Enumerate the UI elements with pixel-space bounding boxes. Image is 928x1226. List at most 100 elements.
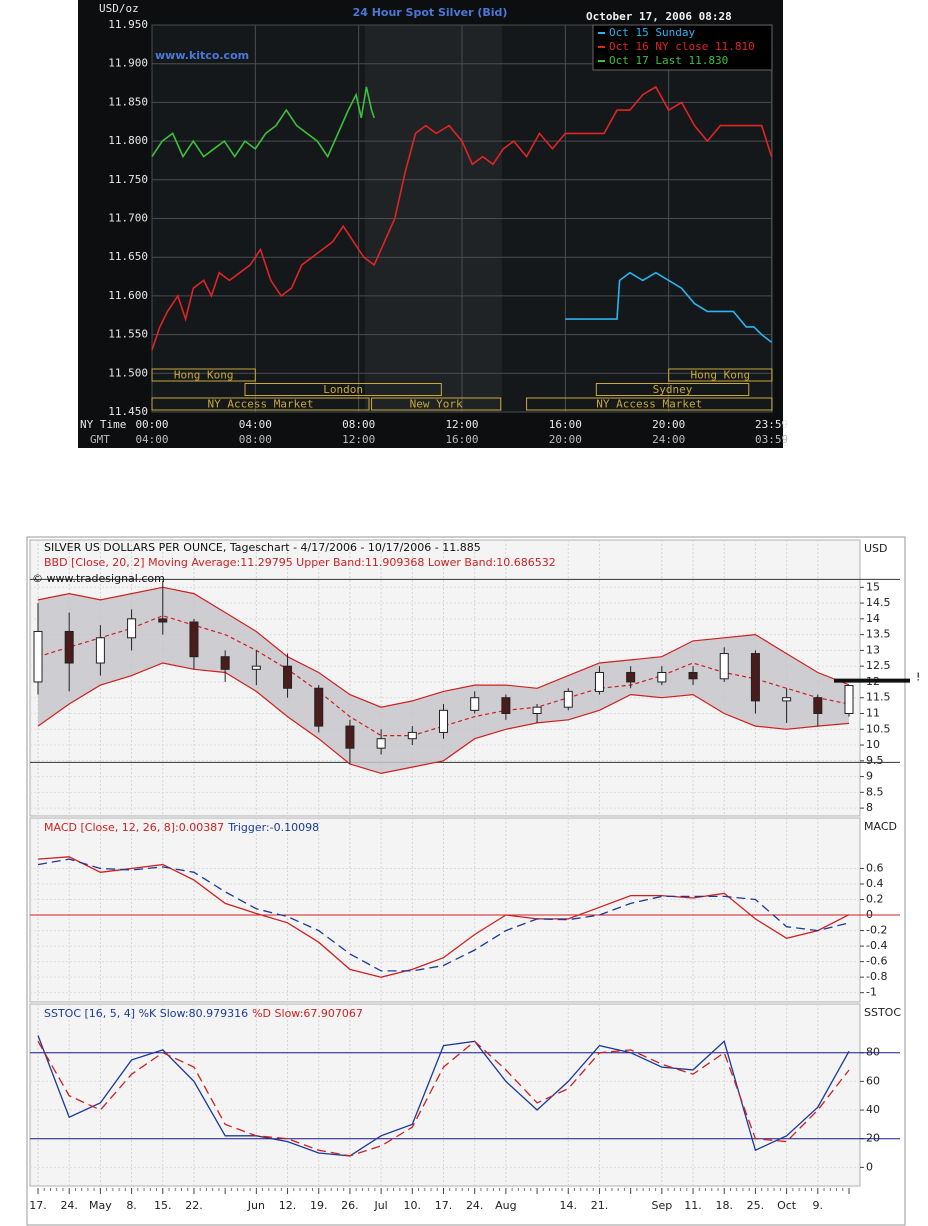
x-tick-label: 21. [591, 1199, 609, 1212]
y-tick-label: 8.5 [866, 785, 884, 798]
x-tick-label: 12. [279, 1199, 297, 1212]
band-lower [37, 662, 850, 775]
y-tick-label: 11.450 [108, 405, 148, 418]
y-tick-label: -0.8 [866, 970, 887, 983]
x2-tick-label: 08:00 [239, 433, 272, 446]
x-tick-label: 9. [813, 1199, 824, 1212]
band-upper [37, 586, 850, 708]
y-axis-label: USD/oz [99, 2, 139, 15]
candle-body [345, 725, 355, 749]
candle-body [594, 671, 604, 692]
candle-body [33, 630, 43, 683]
x2-tick-label: 24:00 [652, 433, 685, 446]
x-tick-label: 19. [310, 1199, 328, 1212]
x-tick-label: 25. [747, 1199, 765, 1212]
y-tick-label: 9 [866, 770, 873, 783]
session-box [151, 368, 256, 382]
x-tick-label: Oct [777, 1199, 797, 1212]
session-box [668, 368, 773, 382]
candle-body [189, 621, 199, 658]
candle-body [251, 665, 261, 670]
band-middle [37, 615, 850, 737]
session-box [244, 383, 442, 396]
legend-label: Oct 16 NY close 11.810 [609, 40, 755, 53]
y-tick-label: 11.5 [866, 691, 891, 704]
y-tick-label: 0 [866, 1160, 873, 1173]
y-tick-label: -0.4 [866, 939, 887, 952]
y-tick-label: 9.5 [866, 754, 884, 767]
session-label: Sydney [653, 383, 693, 396]
session-label: Hong Kong [174, 369, 234, 382]
price-line [565, 271, 772, 343]
candle-body [501, 697, 511, 714]
y-tick-label: 11.600 [108, 289, 148, 302]
legend-label: Trigger:-0.10098 [227, 821, 319, 834]
y-tick-label: 8 [866, 801, 873, 814]
candle-body [158, 618, 168, 623]
timestamp: October 17, 2006 08:28 [586, 10, 732, 23]
y-tick-label: 0.6 [866, 861, 884, 874]
x-tick-label: 16:00 [549, 418, 582, 431]
x-tick-label: 08:00 [342, 418, 375, 431]
candle-body [127, 618, 137, 639]
y-tick-label: 11.700 [108, 212, 148, 225]
session-label: NY Access Market [208, 398, 314, 411]
y-tick-label: 14 [866, 612, 880, 625]
y-tick-label: 11.500 [108, 366, 148, 379]
x-tick-label: Jun [247, 1199, 265, 1212]
legend-label: MACD [Close, 12, 26, 8]:0.00387 [44, 821, 224, 834]
candle-body [750, 653, 760, 702]
legend-box [592, 24, 773, 71]
y-tick-label: 10.5 [866, 722, 891, 735]
candle-body [719, 653, 729, 680]
legend-label: SSTOC [16, 5, 4] %K Slow:80.979316 [44, 1007, 248, 1020]
candle-body [844, 685, 854, 714]
axis-label: USD [864, 542, 888, 555]
indicator-line [37, 858, 850, 972]
candle-body [657, 671, 667, 683]
session-box [595, 383, 750, 396]
y-tick-label: 11.800 [108, 134, 148, 147]
candle-body [813, 697, 823, 714]
x-tick-label: 11. [684, 1199, 702, 1212]
x2-tick-label: 03:59 [755, 433, 788, 446]
session-label: New York [410, 398, 463, 411]
candle-body [688, 671, 698, 680]
session-label: London [323, 383, 363, 396]
x2-tick-label: 16:00 [445, 433, 478, 446]
x-tick-label: Aug [495, 1199, 516, 1212]
y-tick-label: 60 [866, 1074, 880, 1087]
candle-body [376, 738, 386, 749]
x-tick-label: 22. [185, 1199, 203, 1212]
legend-label: %D Slow:67.907067 [252, 1007, 363, 1020]
panel-background [29, 817, 861, 1003]
copyright: © www.tradesignal.com [32, 572, 165, 585]
candle-body [470, 697, 480, 711]
session-label: NY Access Market [596, 398, 702, 411]
x-tick-label: 24. [60, 1199, 78, 1212]
candle-body [95, 637, 105, 664]
indicator-line [37, 1040, 850, 1157]
candle-body [782, 697, 792, 702]
y-tick-label: 11.850 [108, 95, 148, 108]
y-tick-label: 0.4 [866, 877, 884, 890]
y-tick-label: 14.5 [866, 596, 891, 609]
y-tick-label: 13 [866, 643, 880, 656]
candle-body [314, 687, 324, 727]
y-tick-label: -0.2 [866, 924, 887, 937]
x-tick-label: 12:00 [445, 418, 478, 431]
candle-body [626, 671, 636, 683]
y-tick-label: 11.950 [108, 18, 148, 31]
indicator-line [37, 1035, 850, 1157]
x2-tick-label: 12:00 [342, 433, 375, 446]
y-tick-label: 15 [866, 580, 880, 593]
y-tick-label: -0.6 [866, 955, 887, 968]
session-box [151, 397, 370, 411]
x-axis-label: NY Time [80, 418, 126, 431]
y-tick-label: 13.5 [866, 628, 891, 641]
y-tick-label: 11.550 [108, 328, 148, 341]
y-tick-label: 11.900 [108, 57, 148, 70]
panel-background [29, 1003, 861, 1187]
price-line [151, 85, 773, 351]
x-tick-label: Sep [651, 1199, 672, 1212]
